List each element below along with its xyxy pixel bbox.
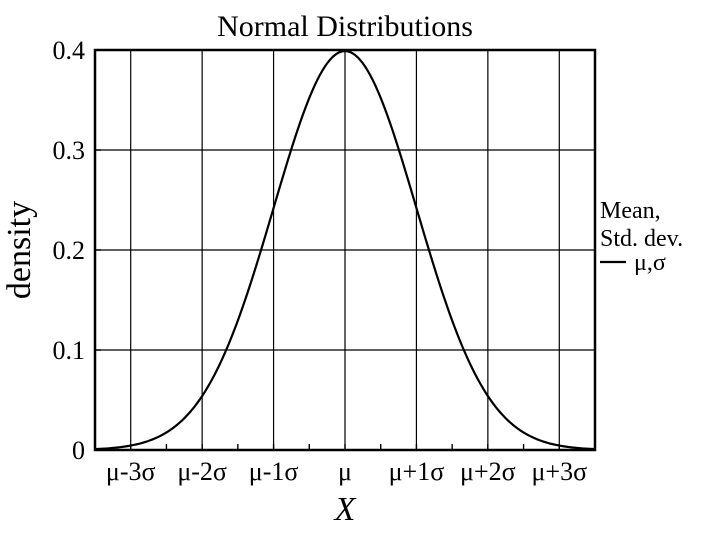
y-tick-label: 0.3 xyxy=(53,136,86,165)
x-tick-label: μ-2σ xyxy=(177,457,227,486)
legend-line-1: Mean, xyxy=(600,198,661,224)
legend-line-2: Std. dev. xyxy=(600,226,683,252)
x-tick-label: μ-1σ xyxy=(249,457,299,486)
y-tick-label: 0 xyxy=(72,436,85,465)
y-axis-label: density xyxy=(1,201,38,299)
y-tick-label: 0.2 xyxy=(53,236,86,265)
chart-title: Normal Distributions xyxy=(217,10,473,43)
x-tick-label: μ xyxy=(338,457,352,486)
x-tick-label: μ+3σ xyxy=(531,457,587,486)
x-axis-label: X xyxy=(333,491,357,528)
chart-container: Normal Distributions μ-3σ μ-2σ μ-1σ μ μ+1σ μ+2… xyxy=(0,0,720,540)
x-tick-label: μ+1σ xyxy=(389,457,445,486)
legend-symbol: μ,σ xyxy=(634,250,666,276)
chart-svg: Normal Distributions μ-3σ μ-2σ μ-1σ μ μ+1σ μ+2… xyxy=(0,0,720,540)
y-tick-label: 0.1 xyxy=(53,336,86,365)
x-tick-label: μ-3σ xyxy=(106,457,156,486)
x-tick-label: μ+2σ xyxy=(460,457,516,486)
y-tick-label: 0.4 xyxy=(53,36,86,65)
